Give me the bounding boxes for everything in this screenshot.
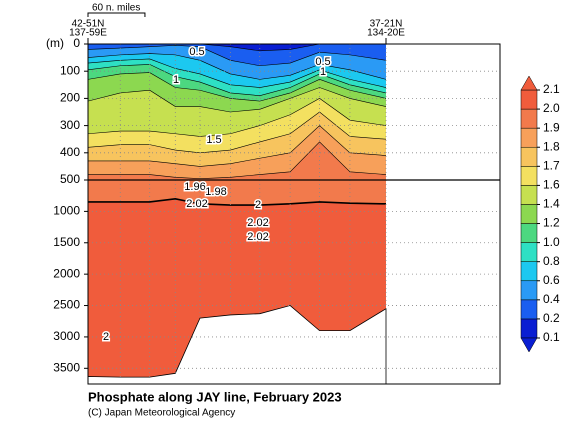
station-lon: 137-59E [69, 28, 107, 39]
station-lat: 37-21N [370, 19, 403, 30]
credit: (C) Japan Meteorological Agency [88, 408, 235, 419]
section-field [87, 43, 387, 385]
colorbar-tick-label: 1.7 [543, 158, 560, 172]
colorbar-band [520, 108, 538, 129]
scale-bar [87, 12, 146, 17]
y-tick-label: 3500 [53, 360, 80, 374]
y-tick-label: 1000 [53, 204, 80, 218]
contour-label: 1.98 [205, 186, 226, 198]
colorbar-band [520, 242, 538, 262]
colorbar-tick-label: 2.0 [543, 101, 560, 115]
colorbar-band [520, 204, 538, 224]
y-tick-label: 100 [60, 63, 80, 77]
contour-label: 2 [103, 331, 109, 343]
colorbar-tick-label: 2.1 [543, 82, 560, 96]
colorbar-band [520, 166, 538, 186]
contour-label: 1.5 [206, 134, 221, 146]
colorbar-band [520, 223, 538, 243]
contour-label: 2.02 [186, 198, 207, 210]
colorbar-band [520, 89, 538, 110]
isoline [88, 141, 387, 179]
colorbar-tick-label: 0.8 [543, 254, 560, 268]
isoline [87, 111, 387, 154]
colorbar-band [520, 261, 538, 282]
colorbar-tick-label: 0.2 [543, 311, 560, 325]
colorbar-band [520, 280, 538, 301]
colorbar-tick-label: 0.6 [543, 273, 560, 287]
colorbar-tick-label: 1.6 [543, 178, 560, 192]
y-tick-label: 1500 [53, 235, 80, 249]
contour-label: 2.02 [247, 231, 268, 243]
isoline [88, 125, 387, 167]
colorbar-extend [520, 337, 538, 353]
colorbar-tick-label: 1.0 [543, 235, 560, 249]
colorbar-band [520, 318, 538, 339]
y-tick-label: 200 [60, 91, 80, 105]
y-tick-label: 300 [60, 118, 80, 132]
contour-label: 2.02 [247, 217, 268, 229]
contour-label: 0.5 [315, 56, 330, 68]
colorbar-tick-label: 0.1 [543, 330, 560, 344]
chart-title: Phosphate along JAY line, February 2023 [88, 389, 342, 404]
colorbar-band [520, 146, 538, 167]
isoline [88, 198, 387, 206]
contour-label: 2 [255, 199, 261, 211]
y-tick-label: 2500 [53, 298, 80, 312]
colorbar-tick-label: 1.8 [543, 139, 560, 153]
colorbar-tick-label: 1.4 [543, 197, 560, 211]
contour-label: 1.96 [184, 181, 205, 193]
y-tick-label: 500 [60, 172, 80, 186]
y-tick-label: 3000 [53, 329, 80, 343]
contour-label: 1 [320, 66, 326, 78]
isoline [87, 72, 387, 102]
colorbar-tick-label: 0.4 [543, 292, 560, 306]
scale-label: 60 n. miles [92, 3, 140, 14]
seafloor [87, 305, 387, 385]
y-axis-label: (m) [46, 36, 64, 50]
y-tick-label: 0 [73, 36, 80, 50]
station-lon: 134-20E [367, 28, 405, 39]
colorbar-band [520, 299, 538, 320]
colorbar-tick-label: 1.2 [543, 216, 560, 230]
isoline [87, 98, 387, 137]
isoline [87, 53, 387, 80]
frame [87, 43, 501, 385]
y-tick-label: 2000 [53, 266, 80, 280]
colorbar-band [520, 127, 538, 148]
colorbar-tick-label: 1.9 [543, 120, 560, 134]
y-tick-label: 400 [60, 145, 80, 159]
colorbar-extend [520, 75, 538, 91]
contour-label: 0.5 [189, 46, 204, 58]
contour-label: 1 [173, 74, 179, 86]
station-lat: 42-51N [72, 19, 105, 30]
colorbar-band [520, 185, 538, 205]
